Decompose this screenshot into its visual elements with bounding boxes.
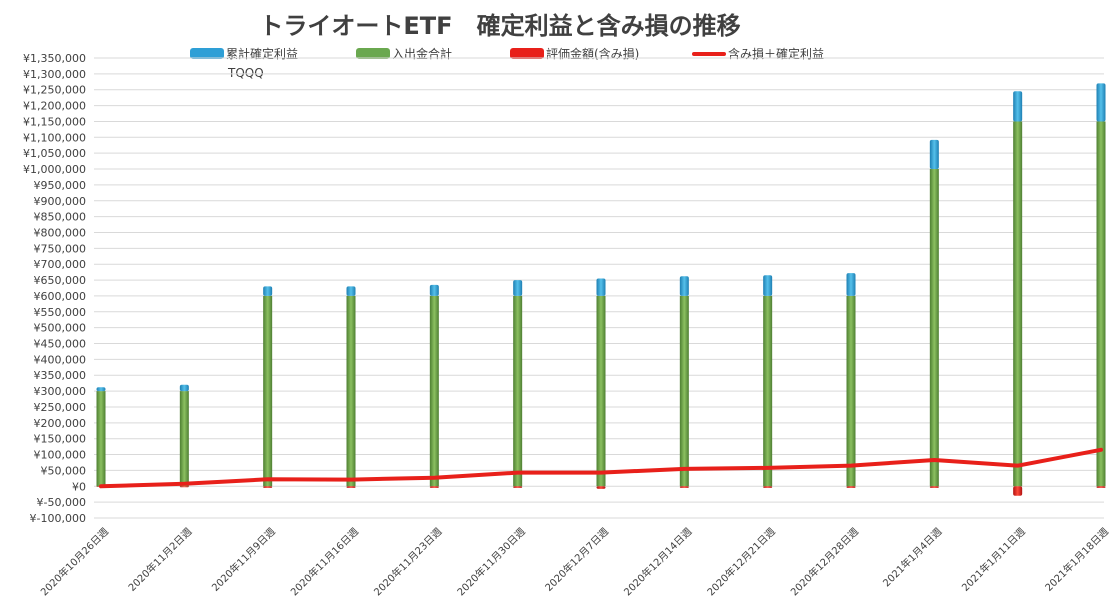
y-tick-label: ¥350,000 <box>34 369 87 382</box>
x-tick-label: 2020年10月26日週 <box>38 525 111 598</box>
bar-unrealized-loss <box>1013 486 1023 496</box>
y-tick-label: ¥900,000 <box>34 195 87 208</box>
y-tick-label: ¥450,000 <box>34 338 87 351</box>
bar-deposit-total <box>929 169 939 487</box>
bar-unrealized-loss <box>346 486 356 488</box>
bar-cumulative-profit <box>1013 91 1023 122</box>
x-tick-label: 2021年1月18日週 <box>1042 525 1111 594</box>
y-tick-label: ¥500,000 <box>34 322 87 335</box>
x-tick-label: 2020年12月28日週 <box>788 525 861 598</box>
bar-cumulative-profit <box>346 286 356 296</box>
y-tick-label: ¥1,150,000 <box>23 115 86 128</box>
y-tick-label: ¥300,000 <box>34 385 87 398</box>
bar-deposit-total <box>846 295 856 487</box>
x-tick-label: 2020年12月7日週 <box>542 525 611 594</box>
y-tick-label: ¥1,350,000 <box>23 52 86 65</box>
x-tick-label: 2020年11月30日週 <box>454 525 527 598</box>
bar-cumulative-profit <box>179 384 189 392</box>
bar-unrealized-loss <box>846 486 856 488</box>
y-tick-label: ¥600,000 <box>34 290 87 303</box>
x-tick-label: 2020年11月2日週 <box>125 525 194 594</box>
bar-cumulative-profit <box>846 273 856 296</box>
chart-title: トライオートETF 確定利益と含み損の推移 <box>259 12 741 40</box>
bar-unrealized-loss <box>763 486 773 488</box>
bar-cumulative-profit <box>513 280 523 296</box>
x-tick-label: 2020年12月21日週 <box>704 525 777 598</box>
y-tick-label: ¥1,050,000 <box>23 147 86 160</box>
y-tick-label: ¥200,000 <box>34 417 87 430</box>
y-tick-label: ¥950,000 <box>34 179 87 192</box>
legend-swatch <box>190 48 224 59</box>
y-tick-label: ¥1,300,000 <box>23 68 86 81</box>
y-tick-label: ¥50,000 <box>41 464 87 477</box>
y-tick-label: ¥150,000 <box>34 433 87 446</box>
bar-cumulative-profit <box>929 139 939 170</box>
legend-swatch <box>510 48 544 59</box>
bar-deposit-total <box>1096 121 1106 487</box>
x-tick-label: 2020年12月14日週 <box>621 525 694 598</box>
bar-cumulative-profit <box>263 286 273 296</box>
y-tick-label: ¥-50,000 <box>37 496 86 509</box>
y-tick-label: ¥1,000,000 <box>23 163 86 176</box>
line-total <box>99 447 1103 489</box>
y-tick-label: ¥750,000 <box>34 242 87 255</box>
bar-cumulative-profit <box>679 276 689 296</box>
legend-swatch <box>356 48 390 59</box>
y-tick-label: ¥800,000 <box>34 226 87 239</box>
y-tick-label: ¥1,100,000 <box>23 131 86 144</box>
x-tick-label: 2020年11月16日週 <box>288 525 361 598</box>
bar-unrealized-loss <box>1096 486 1106 488</box>
bar-deposit-total <box>429 295 439 487</box>
x-tick-label: 2021年1月11日週 <box>959 525 1028 594</box>
series-label: TQQQ <box>228 66 264 80</box>
bar-cumulative-profit <box>1096 83 1106 122</box>
bar-deposit-total <box>263 295 273 487</box>
bar-unrealized-loss <box>429 486 439 488</box>
bar-unrealized-loss <box>596 486 606 489</box>
y-tick-label: ¥700,000 <box>34 258 87 271</box>
x-tick-label: 2021年1月4日週 <box>880 525 944 589</box>
bar-unrealized-loss <box>679 486 689 488</box>
bar-cumulative-profit <box>596 278 606 296</box>
bar-cumulative-profit <box>763 275 773 296</box>
bar-deposit-total <box>1013 121 1023 487</box>
y-tick-label: ¥100,000 <box>34 449 87 462</box>
bar-deposit-total <box>96 391 106 487</box>
bar-deposit-total <box>763 295 773 487</box>
bar-unrealized-loss <box>513 486 523 488</box>
bar-unrealized-loss <box>179 486 189 488</box>
x-tick-label: 2020年11月23日週 <box>371 525 444 598</box>
bar-deposit-total <box>513 295 523 487</box>
bar-deposit-total <box>679 295 689 487</box>
y-tick-label: ¥550,000 <box>34 306 87 319</box>
y-tick-label: ¥400,000 <box>34 353 87 366</box>
bar-unrealized-loss <box>929 486 939 488</box>
bar-cumulative-profit <box>96 387 106 392</box>
bar-cumulative-profit <box>429 284 439 296</box>
y-tick-label: ¥-100,000 <box>30 512 86 525</box>
bar-unrealized-loss <box>263 486 273 488</box>
y-tick-label: ¥250,000 <box>34 401 87 414</box>
x-tick-label: 2020年11月9日週 <box>209 525 278 594</box>
y-tick-label: ¥0 <box>72 480 86 493</box>
y-tick-label: ¥850,000 <box>34 211 87 224</box>
bar-deposit-total <box>346 295 356 487</box>
bar-deposit-total <box>596 295 606 487</box>
legend-swatch <box>692 51 726 56</box>
y-tick-label: ¥1,200,000 <box>23 100 86 113</box>
bar-deposit-total <box>179 391 189 487</box>
y-tick-label: ¥1,250,000 <box>23 84 86 97</box>
y-tick-label: ¥650,000 <box>34 274 87 287</box>
